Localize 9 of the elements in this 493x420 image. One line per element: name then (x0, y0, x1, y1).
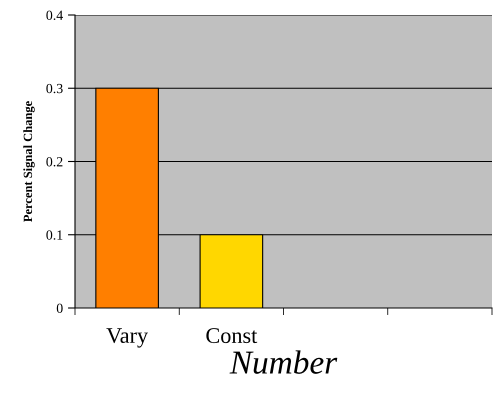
y-tick-label: 0.1 (46, 230, 62, 240)
x-tick-label: Const (206, 328, 258, 344)
y-tick-label: 0 (56, 304, 63, 313)
x-tick-label: Vary (106, 328, 148, 348)
x-axis-title: Number (230, 350, 338, 374)
y-tick-label: 0.3 (46, 84, 63, 94)
y-tick-label: 0.2 (46, 157, 62, 167)
y-axis-title: Percent Signal Change (23, 101, 35, 222)
y-tick-label: 0.4 (46, 10, 63, 20)
